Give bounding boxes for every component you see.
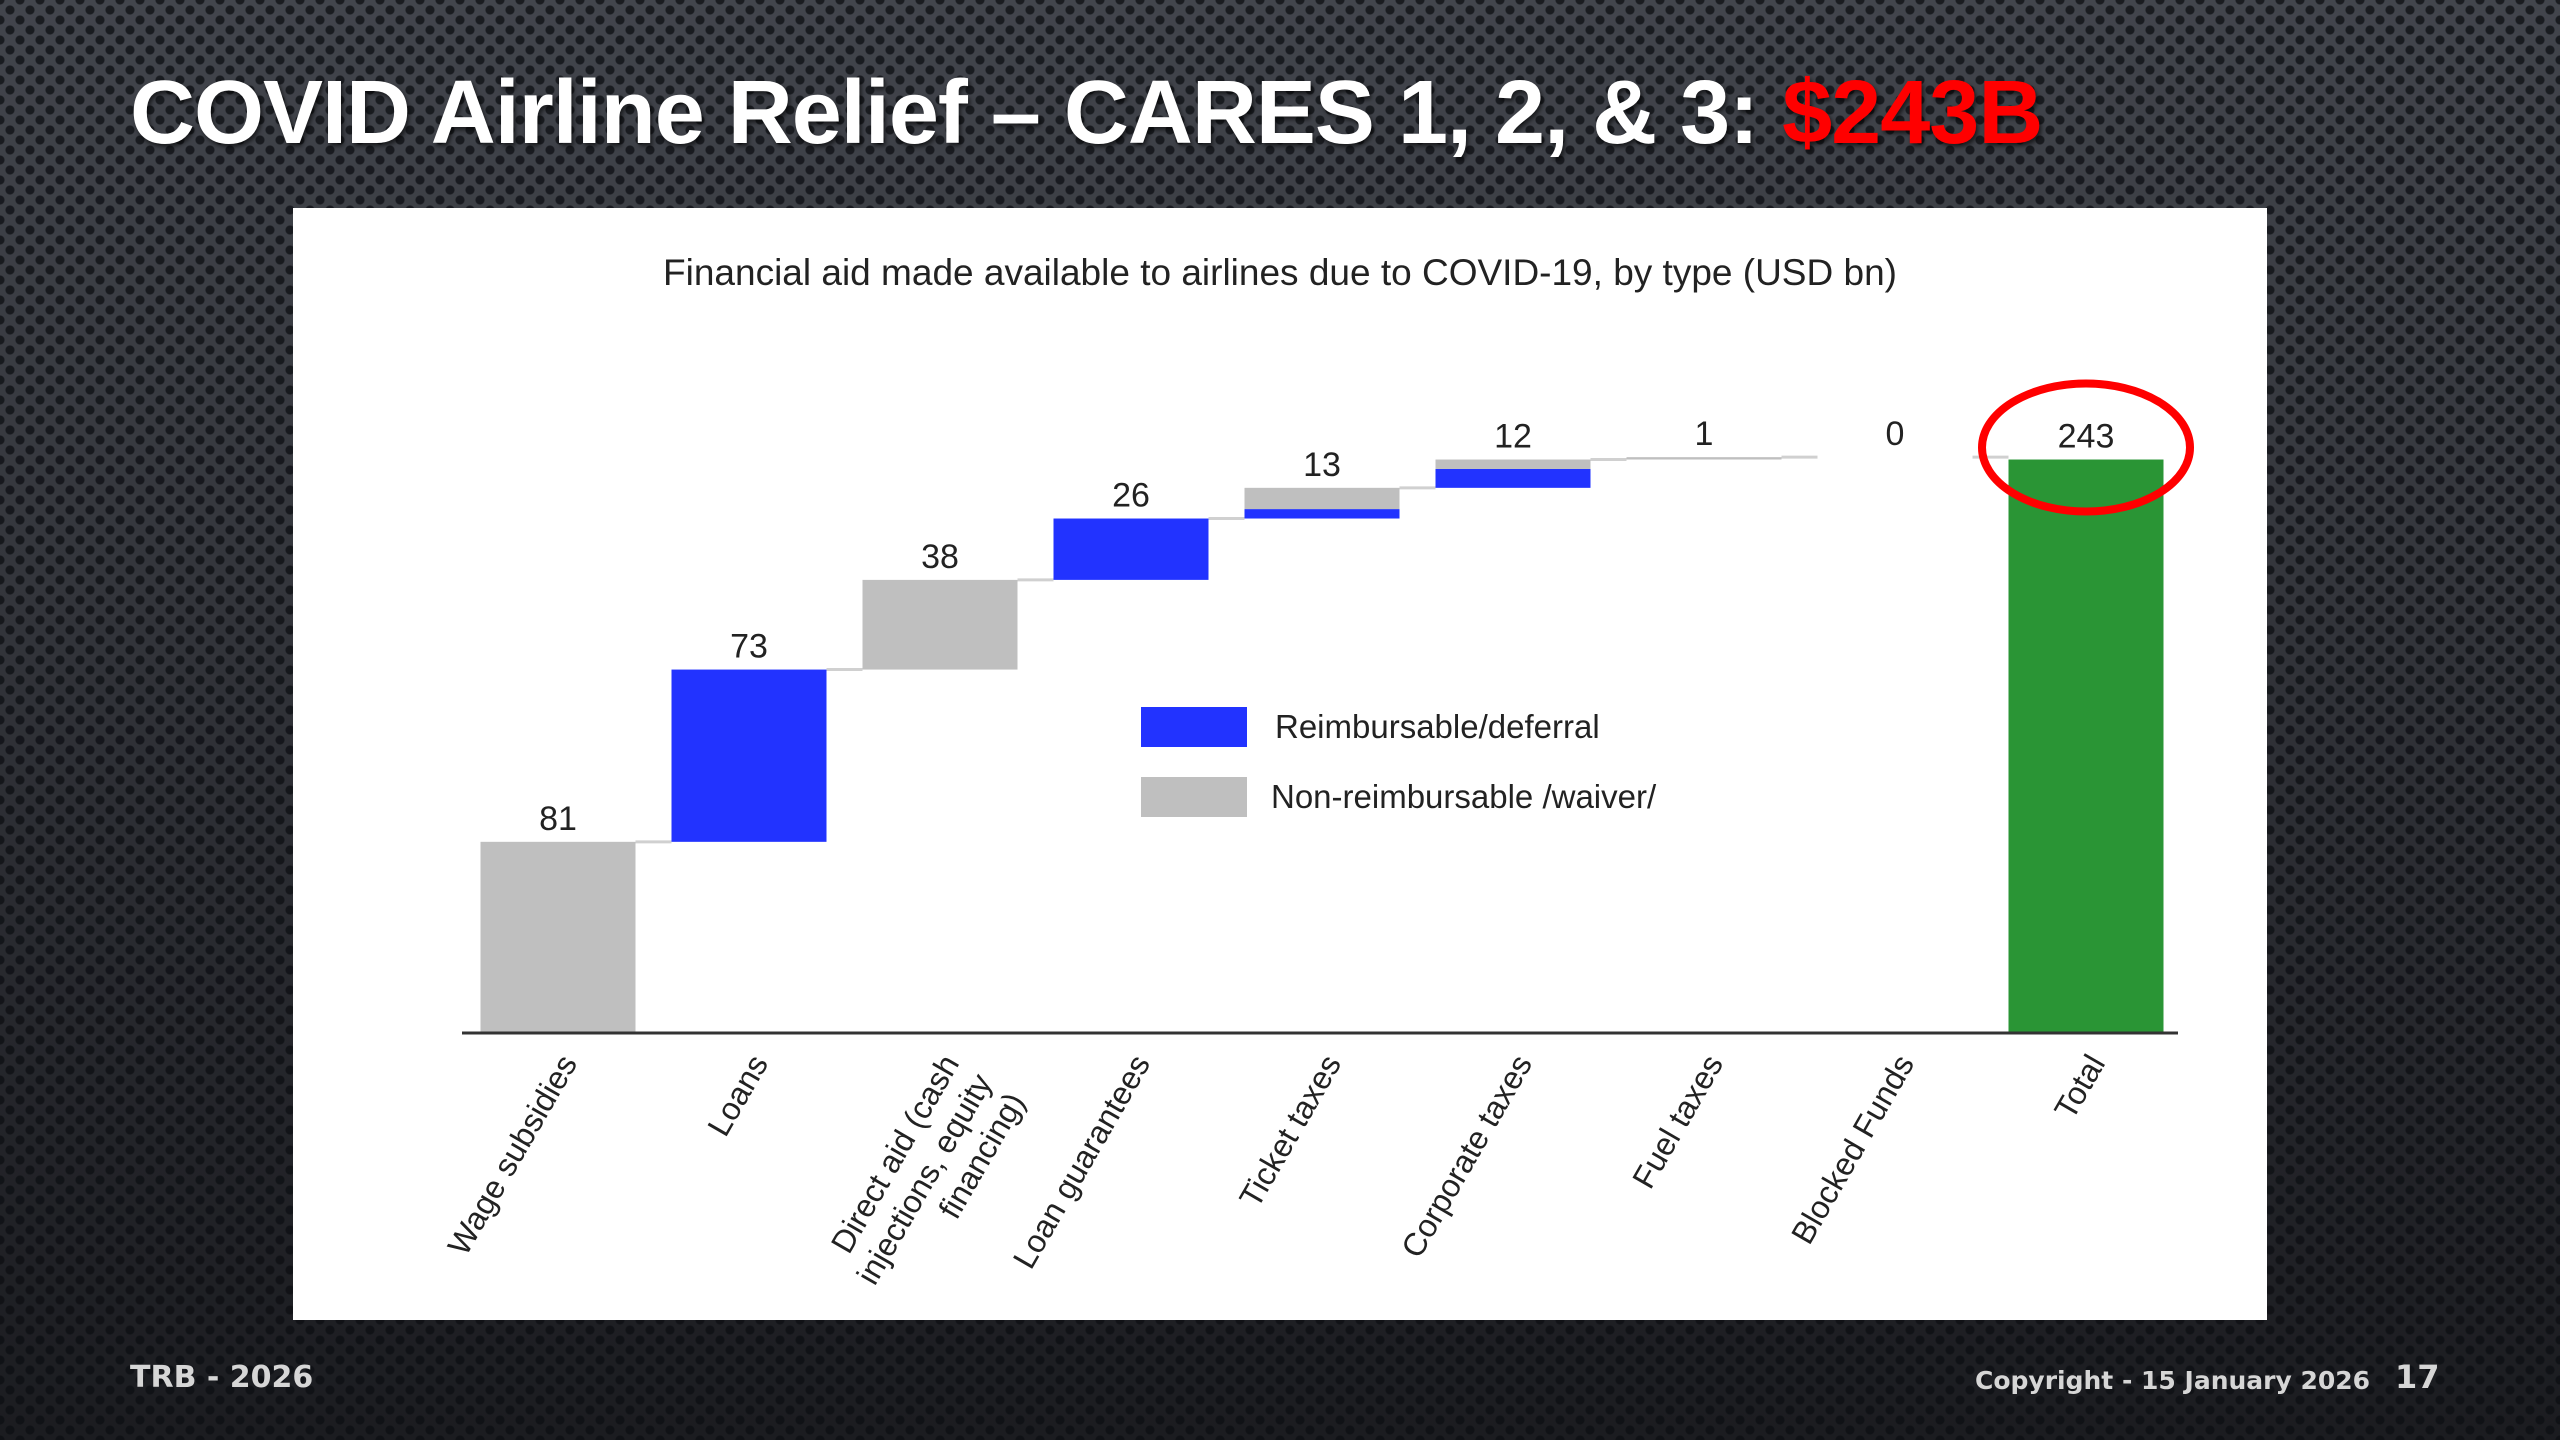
footer-event: TRB - 2026 (130, 1360, 314, 1395)
category-label: Total (2047, 1049, 2112, 1126)
highlight-circle (1978, 379, 2194, 516)
value-label: 38 (921, 538, 959, 576)
footer-copyright: Copyright - 15 January 2026 (1975, 1366, 2371, 1395)
value-label: 0 (1886, 415, 1905, 453)
bar-reimbursable (1244, 509, 1400, 519)
category-labels: Wage subsidies Loans Direct aid (cashinjec… (441, 1049, 2113, 1310)
category-label: Blocked Funds (1784, 1049, 1921, 1250)
legend-label: Reimbursable/deferral (1275, 708, 1600, 745)
value-label: 73 (730, 628, 768, 666)
category-label: Corporate taxes (1394, 1049, 1539, 1264)
connector-lines (635, 455, 2009, 844)
bar-reimbursable (1053, 518, 1209, 580)
bar-reimbursable (671, 669, 827, 842)
category-label: Fuel taxes (1625, 1049, 1730, 1195)
value-label: 243 (2058, 418, 2115, 456)
slide-title-main: COVID Airline Relief – CARES 1, 2, & 3: (130, 63, 1783, 163)
category-label: Wage subsidies (441, 1049, 585, 1262)
category-label: Loans (700, 1049, 775, 1143)
bar-total (2008, 459, 2164, 1033)
bar-non-reimbursable (1244, 487, 1400, 510)
value-labels: 81 73 38 26 13 12 1 0 243 (539, 415, 2114, 838)
bar-non-reimbursable (1626, 457, 1782, 460)
slide-title: COVID Airline Relief – CARES 1, 2, & 3: … (130, 62, 2043, 165)
category-label: Direct aid (cashinjections, equityfinanc… (817, 1049, 1032, 1310)
bars (480, 457, 2164, 1033)
value-label: 1 (1695, 415, 1714, 453)
category-label: Loan guarantees (1006, 1049, 1157, 1275)
legend-swatch (1141, 707, 1247, 747)
legend-swatch (1141, 777, 1247, 817)
waterfall-chart: Financial aid made available to airlines… (441, 252, 2194, 1310)
chart-container: Financial aid made available to airlines… (293, 208, 2267, 1320)
page-number: 17 (2395, 1358, 2440, 1396)
slide-title-amount: $243B (1782, 63, 2043, 163)
bar-reimbursable (1435, 468, 1591, 488)
value-label: 81 (539, 800, 577, 838)
value-label: 13 (1303, 446, 1341, 484)
legend-label: Non-reimbursable /waiver/ (1271, 778, 1657, 815)
value-label: 26 (1112, 477, 1150, 515)
bar-non-reimbursable (862, 579, 1018, 670)
category-label: Ticket taxes (1232, 1049, 1348, 1214)
legend: Reimbursable/deferral Non-reimbursable /w… (1141, 707, 1657, 817)
chart-title: Financial aid made available to airlines… (663, 252, 1897, 293)
value-label: 12 (1494, 418, 1532, 456)
bar-non-reimbursable (1435, 459, 1591, 469)
bar-non-reimbursable (480, 841, 636, 1033)
